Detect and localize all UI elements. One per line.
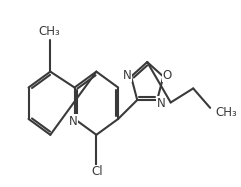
Text: N: N bbox=[156, 97, 165, 110]
Text: CH₃: CH₃ bbox=[216, 105, 237, 119]
Text: N: N bbox=[123, 69, 131, 82]
Text: Cl: Cl bbox=[92, 165, 103, 178]
Text: O: O bbox=[163, 69, 172, 82]
Text: N: N bbox=[68, 115, 77, 128]
Text: CH₃: CH₃ bbox=[38, 25, 60, 38]
